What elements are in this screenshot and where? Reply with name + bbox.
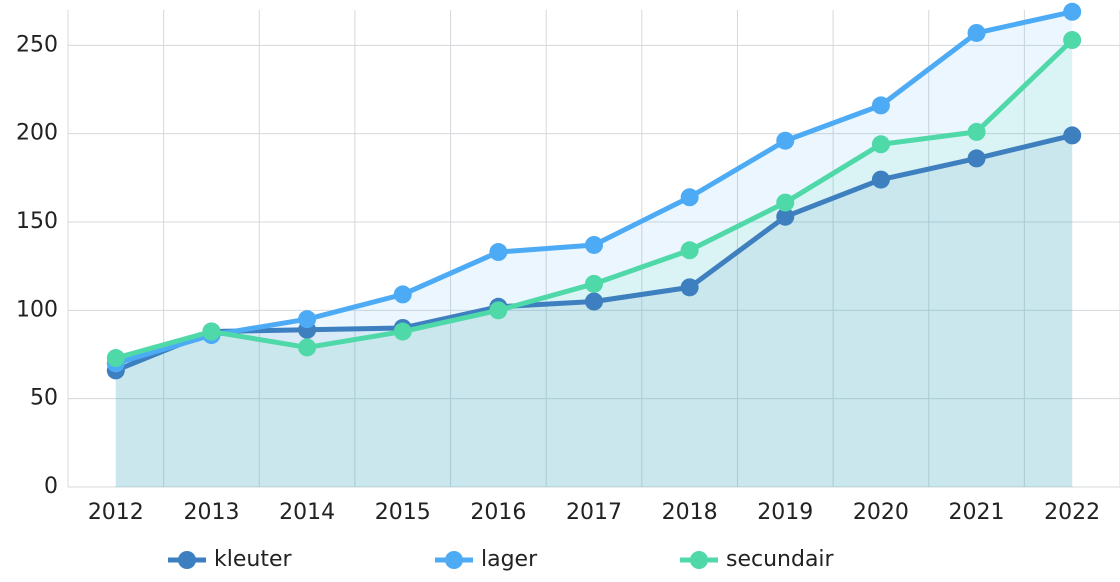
point	[585, 274, 603, 293]
x-tick-label: 2017	[566, 500, 622, 525]
y-tick-label: 200	[16, 121, 58, 146]
point	[967, 122, 986, 141]
x-tick-label: 2019	[757, 500, 813, 525]
legend-marker	[178, 551, 196, 569]
point	[871, 170, 890, 189]
point	[489, 243, 508, 262]
legend-label: kleuter	[214, 547, 292, 572]
point	[202, 322, 221, 341]
x-tick-label: 2021	[949, 500, 1005, 525]
point	[680, 278, 699, 297]
point	[393, 322, 412, 341]
y-tick-label: 250	[16, 32, 58, 57]
area	[115, 40, 1073, 488]
y-tick-label: 0	[44, 474, 58, 499]
x-tick-label: 2020	[853, 500, 909, 525]
x-tick-label: 2014	[279, 500, 335, 525]
point	[680, 188, 699, 207]
legend-marker	[445, 551, 463, 569]
x-tick-label: 2018	[662, 500, 718, 525]
y-tick-label: 100	[16, 297, 58, 322]
point	[871, 135, 890, 154]
area	[115, 135, 1073, 487]
point	[489, 301, 508, 320]
x-tick-label: 2012	[88, 500, 144, 525]
x-tick-label: 2015	[375, 500, 431, 525]
point	[871, 96, 890, 115]
point	[967, 149, 986, 168]
point	[967, 23, 986, 42]
point	[1063, 126, 1082, 145]
y-tick-label: 150	[16, 209, 58, 234]
y-tick-label: 50	[30, 386, 58, 411]
x-tick-label: 2022	[1044, 500, 1100, 525]
point	[1063, 2, 1082, 21]
point	[776, 207, 795, 226]
point	[106, 349, 125, 368]
x-tick-label: 2013	[183, 500, 239, 525]
point	[298, 310, 317, 329]
point	[776, 193, 795, 212]
point	[776, 131, 795, 150]
point	[585, 292, 603, 311]
legend-label: secundair	[726, 547, 835, 572]
point	[1063, 31, 1082, 50]
legend-marker	[690, 551, 708, 569]
point	[393, 285, 412, 304]
x-tick-label: 2016	[470, 500, 526, 525]
legend-label: lager	[481, 547, 538, 572]
point	[680, 241, 699, 260]
point	[585, 235, 603, 254]
point	[298, 338, 317, 357]
